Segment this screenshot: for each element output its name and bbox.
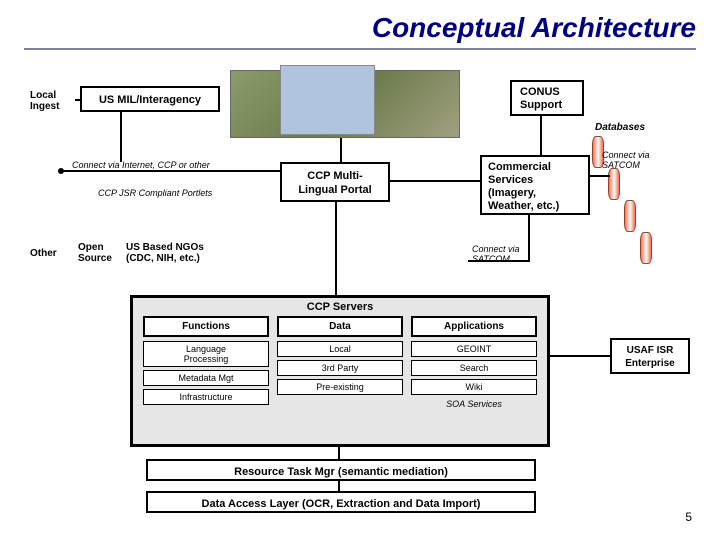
conn-internet-hline — [60, 170, 280, 172]
conn-servers-usaf — [550, 355, 610, 357]
open-source-label: Open Source — [78, 242, 112, 264]
soa-label: SOA Services — [411, 399, 537, 409]
commercial-box: Commercial Services (Imagery, Weather, e… — [480, 155, 590, 215]
dal-bar: Data Access Layer (OCR, Extraction and D… — [146, 491, 536, 513]
conn-rtm-dal — [338, 481, 340, 491]
conus-box: CONUS Support — [510, 80, 584, 116]
ccp-portlets-label: CCP JSR Compliant Portlets — [98, 188, 212, 198]
portal-screenshot — [280, 65, 375, 135]
db-cylinder-4 — [640, 232, 720, 264]
us-mil-box: US MIL/Interagency — [80, 86, 220, 112]
conn-portal-commercial — [390, 180, 480, 182]
fn-infra: Infrastructure — [143, 389, 269, 405]
servers-heading: CCP Servers — [133, 298, 547, 316]
conn-usmil-down — [120, 112, 122, 162]
fn-lang: Language Processing — [143, 341, 269, 367]
portal-box: CCP Multi- Lingual Portal — [280, 162, 390, 202]
data-3rd: 3rd Party — [277, 360, 403, 376]
databases-label: Databases — [595, 122, 645, 133]
conn-local-usmil — [75, 99, 80, 101]
col-functions: Functions — [143, 316, 269, 337]
app-geoint: GEOINT — [411, 341, 537, 357]
app-wiki: Wiki — [411, 379, 537, 395]
col-data: Data — [277, 316, 403, 337]
col-apps: Applications — [411, 316, 537, 337]
data-local: Local — [277, 341, 403, 357]
conn-internet-dot — [58, 168, 64, 174]
page-number: 5 — [685, 510, 692, 524]
slide-title: Conceptual Architecture — [0, 0, 720, 48]
ngos-label: US Based NGOs (CDC, NIH, etc.) — [126, 242, 204, 264]
connect-internet-label: Connect via Internet, CCP or other — [72, 160, 210, 170]
conn-satcom2 — [468, 260, 528, 262]
rtm-bar: Resource Task Mgr (semantic mediation) — [146, 459, 536, 481]
satcom-label-1: Connect via SATCOM — [602, 150, 650, 170]
fn-meta: Metadata Mgt — [143, 370, 269, 386]
usaf-isr-box: USAF ISR Enterprise — [610, 338, 690, 374]
db-cylinder-3 — [624, 200, 720, 232]
other-label: Other — [30, 248, 57, 259]
conn-commercial-satcom2 — [528, 215, 530, 262]
title-rule — [24, 48, 696, 50]
data-pre: Pre-existing — [277, 379, 403, 395]
conn-satcom1 — [590, 175, 610, 177]
ccp-servers-block: CCP Servers Functions Language Processin… — [130, 295, 550, 447]
app-search: Search — [411, 360, 537, 376]
local-ingest-label: Local Ingest — [30, 90, 75, 112]
db-cylinder-2 — [608, 168, 720, 200]
conn-servers-rtm — [338, 447, 340, 459]
